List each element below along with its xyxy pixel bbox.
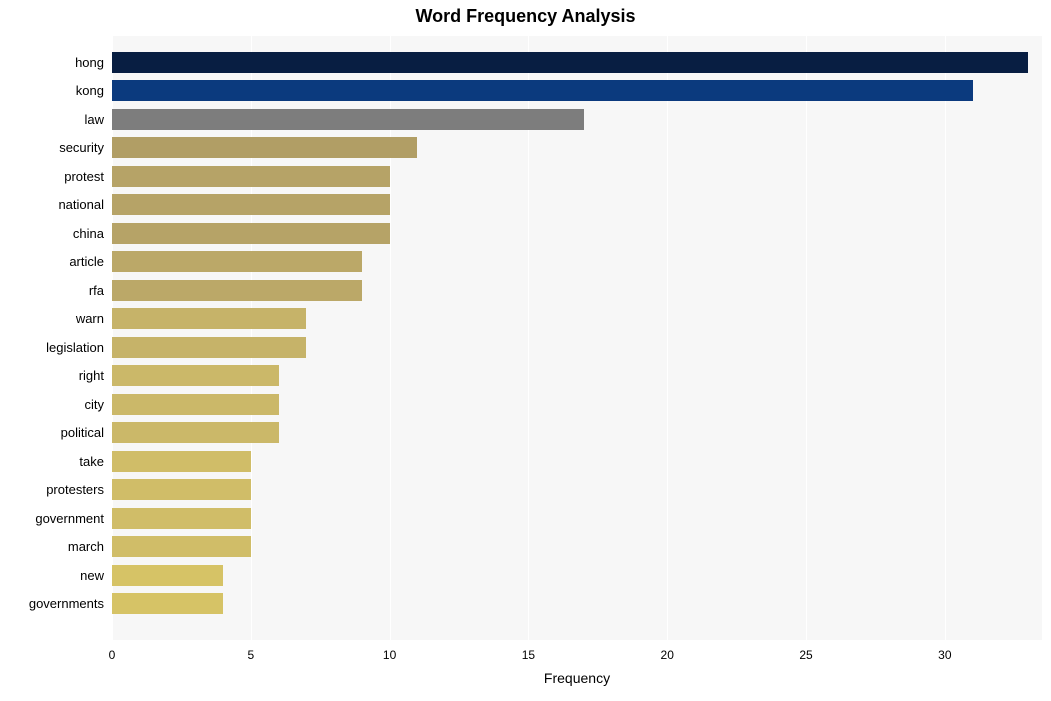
bar-take (112, 451, 251, 472)
bar-article (112, 251, 362, 272)
x-tick-label: 30 (938, 648, 951, 662)
word-frequency-chart: Word Frequency Analysis hong kong law secur… (0, 0, 1051, 701)
y-tick-label: national (0, 197, 104, 212)
y-tick-label: article (0, 254, 104, 269)
y-tick-label: political (0, 425, 104, 440)
plot-area (112, 36, 1042, 640)
bar-warn (112, 308, 306, 329)
bar-march (112, 536, 251, 557)
x-tick-label: 15 (522, 648, 535, 662)
y-tick-label: warn (0, 311, 104, 326)
y-tick-label: legislation (0, 340, 104, 355)
bar-security (112, 137, 417, 158)
x-tick-label: 10 (383, 648, 396, 662)
y-tick-label: protesters (0, 482, 104, 497)
bar-law (112, 109, 584, 130)
x-tick-label: 0 (109, 648, 116, 662)
bar-legislation (112, 337, 306, 358)
bar-new (112, 565, 223, 586)
bar-protest (112, 166, 390, 187)
y-tick-label: rfa (0, 283, 104, 298)
y-tick-label: governments (0, 596, 104, 611)
bar-hong (112, 52, 1028, 73)
bar-government (112, 508, 251, 529)
bar-kong (112, 80, 973, 101)
chart-title: Word Frequency Analysis (0, 6, 1051, 27)
bar-political (112, 422, 279, 443)
y-tick-label: march (0, 539, 104, 554)
bar-rfa (112, 280, 362, 301)
y-tick-label: city (0, 397, 104, 412)
bar-china (112, 223, 390, 244)
bar-governments (112, 593, 223, 614)
x-tick-label: 20 (661, 648, 674, 662)
y-tick-label: security (0, 140, 104, 155)
bar-national (112, 194, 390, 215)
x-axis-title: Frequency (112, 670, 1042, 686)
bar-right (112, 365, 279, 386)
grid-line (806, 36, 807, 640)
bar-protesters (112, 479, 251, 500)
x-tick-label: 25 (799, 648, 812, 662)
y-tick-label: china (0, 226, 104, 241)
grid-line (667, 36, 668, 640)
y-tick-label: take (0, 454, 104, 469)
bar-city (112, 394, 279, 415)
y-tick-label: kong (0, 83, 104, 98)
x-tick-label: 5 (247, 648, 254, 662)
y-tick-label: new (0, 568, 104, 583)
y-tick-label: hong (0, 55, 104, 70)
y-tick-label: law (0, 112, 104, 127)
y-tick-label: protest (0, 169, 104, 184)
y-tick-label: government (0, 511, 104, 526)
y-tick-label: right (0, 368, 104, 383)
grid-line (945, 36, 946, 640)
